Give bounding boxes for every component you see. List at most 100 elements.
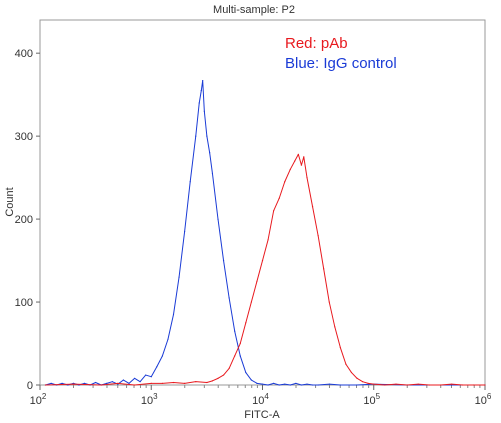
series-0-point (145, 374, 147, 376)
x-tick-label: 105 (363, 392, 380, 407)
series-0-point (128, 382, 130, 384)
legend-entry: Red: pAb (285, 35, 348, 52)
series-1-point (473, 384, 475, 386)
series-1-point (261, 259, 264, 262)
series-1-point (172, 381, 175, 384)
series-1-point (395, 383, 397, 385)
x-tick-base: 10 (475, 395, 487, 407)
plot-frame (39, 19, 486, 386)
series-0-point (278, 384, 280, 386)
series-0-point (328, 383, 331, 385)
series-0-point (203, 110, 205, 112)
series-0-point (83, 382, 86, 384)
x-tick-label: 103 (141, 392, 158, 407)
series-0-point (139, 381, 141, 383)
series-1-point (462, 384, 464, 386)
series-1-point (228, 367, 230, 370)
series-1-point (406, 384, 408, 386)
series-1-point (250, 301, 252, 303)
series-1-point (278, 197, 280, 199)
x-tick-label: 102 (30, 392, 47, 407)
y-axis-label: Count (4, 187, 16, 216)
series-1-point (328, 301, 330, 303)
series-0-point (184, 230, 186, 233)
series-1-point (451, 383, 453, 385)
series-0-point (111, 381, 113, 383)
series-1-point (439, 384, 442, 386)
y-tick-label: 300 (15, 131, 33, 143)
series-1-point (484, 384, 486, 386)
series-1-point (384, 384, 386, 386)
series-1-point (222, 374, 225, 376)
series-0-point (317, 384, 319, 386)
y-tick-label: 200 (15, 214, 33, 226)
series-0-point (167, 338, 169, 340)
series-0-point (206, 135, 208, 137)
series-1-point (184, 382, 186, 384)
series-0-point (209, 152, 211, 154)
series-1-point (362, 381, 364, 383)
series-1-point (339, 347, 341, 349)
x-tick-exponent: 3 (153, 392, 158, 401)
series-0-point (94, 381, 97, 384)
x-tick-base: 10 (30, 395, 42, 407)
series-1-point (417, 383, 419, 385)
series-1-point (367, 382, 369, 384)
series-1-point (345, 363, 347, 365)
series-1-point (334, 326, 336, 328)
series-0-point (273, 382, 275, 384)
x-tick-exponent: 4 (264, 392, 269, 401)
series-1-point (306, 177, 308, 179)
x-tick-label: 104 (252, 392, 269, 407)
chart-title: Multi-sample: P2 (213, 4, 295, 16)
x-tick-base: 10 (252, 395, 264, 407)
series-1-point (284, 181, 286, 183)
series-1-point (273, 210, 275, 212)
series-0-point (217, 218, 219, 220)
series-0-point (261, 383, 264, 385)
series-1-point (195, 381, 197, 383)
series-0-point (198, 102, 200, 104)
series-1-point (294, 160, 296, 162)
series-0-point (172, 313, 175, 316)
series-0-point (189, 181, 191, 183)
series-1-point (239, 342, 241, 345)
y-tick-label: 0 (27, 380, 33, 392)
series-0-point (61, 382, 63, 384)
series-0-point (156, 366, 158, 368)
series-0-point (256, 382, 258, 384)
series-0-point (150, 376, 152, 378)
series-0-point (234, 330, 236, 332)
series-0-point (339, 384, 341, 386)
series-1-point (300, 164, 303, 166)
x-tick-base: 10 (141, 395, 153, 407)
series-0-point (161, 355, 163, 357)
x-tick-label: 106 (475, 392, 492, 407)
series-0-point (239, 355, 241, 357)
series-line-0 (45, 80, 485, 386)
legend: Red: pAb Blue: IgG control (285, 35, 397, 72)
series-0-point (289, 384, 291, 386)
series-1-point (44, 384, 47, 386)
series-0-point (72, 382, 75, 384)
x-tick-base: 10 (363, 395, 375, 407)
series-0-point (178, 276, 180, 278)
series-layer (44, 79, 486, 386)
series-0-point (133, 377, 136, 379)
x-tick-exponent: 2 (42, 392, 47, 401)
x-tick-exponent: 6 (487, 392, 492, 401)
series-1-point (323, 268, 325, 270)
series-0-point (200, 89, 202, 92)
series-1-point (245, 322, 247, 324)
series-1-point (217, 377, 219, 379)
series-0-point (106, 382, 108, 384)
series-0-point (300, 384, 303, 386)
y-tick-label: 100 (15, 297, 33, 309)
series-0-point (295, 382, 297, 384)
series-0-point (122, 379, 125, 381)
series-1-point (311, 206, 314, 208)
series-1-point (100, 384, 102, 386)
series-1-point (297, 153, 299, 155)
